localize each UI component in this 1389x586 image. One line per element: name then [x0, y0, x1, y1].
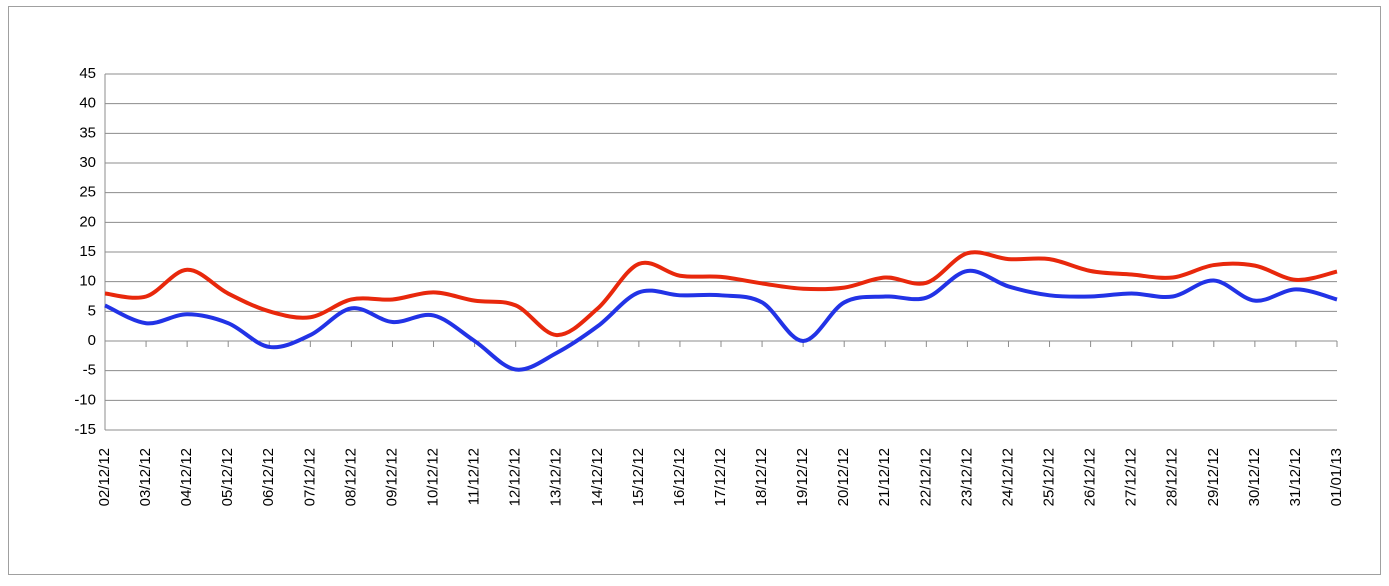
x-tick-label: 20/12/12 — [835, 448, 852, 506]
x-tick-label: 15/12/12 — [630, 448, 647, 506]
series-line — [104, 250, 1338, 338]
x-tick-label: 12/12/12 — [507, 448, 524, 506]
x-tick-label: 27/12/12 — [1123, 448, 1140, 506]
x-tick-label: 17/12/12 — [712, 448, 729, 506]
x-tick-label: 23/12/12 — [958, 448, 975, 506]
y-tick-label: 0 — [88, 332, 96, 349]
x-tick-label: 29/12/12 — [1205, 448, 1222, 506]
y-tick-label: -10 — [74, 391, 96, 408]
x-tick-label: 30/12/12 — [1246, 448, 1263, 506]
x-tick-label: 01/01/13 — [1328, 448, 1345, 506]
y-tick-label: 15 — [79, 243, 96, 260]
x-tick-label: 18/12/12 — [753, 448, 770, 506]
x-tick-label: 05/12/12 — [219, 448, 236, 506]
x-tick-label: 28/12/12 — [1164, 448, 1181, 506]
x-tick-label: 07/12/12 — [301, 448, 318, 506]
x-tick-label: 25/12/12 — [1041, 448, 1058, 506]
x-tick-label: 09/12/12 — [383, 448, 400, 506]
x-tick-label: 13/12/12 — [548, 448, 565, 506]
y-tick-label: -15 — [74, 421, 96, 438]
x-tick-label: 24/12/12 — [999, 448, 1016, 506]
x-tick-label: 26/12/12 — [1082, 448, 1099, 506]
y-tick-label: 35 — [79, 124, 96, 141]
y-tick-label: 25 — [79, 184, 96, 201]
x-tick-label: 11/12/12 — [466, 448, 483, 505]
x-tick-label: 02/12/12 — [96, 448, 113, 506]
x-tick-label: 19/12/12 — [794, 448, 811, 506]
x-tick-label: 16/12/12 — [671, 448, 688, 506]
y-tick-label: 10 — [79, 273, 96, 290]
x-tick-label: 08/12/12 — [342, 448, 359, 506]
x-tick-label: 14/12/12 — [589, 448, 606, 506]
x-tick-label: 03/12/12 — [137, 448, 154, 506]
series-line — [104, 268, 1338, 372]
y-tick-label: 45 — [79, 65, 96, 82]
y-tick-label: 5 — [88, 302, 96, 319]
y-tick-label: 30 — [79, 154, 96, 171]
x-tick-label: 06/12/12 — [260, 448, 277, 506]
y-tick-label: 20 — [79, 213, 96, 230]
y-tick-label: 40 — [79, 95, 96, 112]
chart-frame — [8, 6, 1381, 575]
x-tick-label: 31/12/12 — [1287, 448, 1304, 506]
y-tick-label: -5 — [83, 362, 96, 379]
x-tick-label: 10/12/12 — [425, 448, 442, 506]
x-tick-label: 22/12/12 — [917, 448, 934, 506]
x-tick-label: 04/12/12 — [178, 448, 195, 506]
x-tick-label: 21/12/12 — [876, 448, 893, 506]
